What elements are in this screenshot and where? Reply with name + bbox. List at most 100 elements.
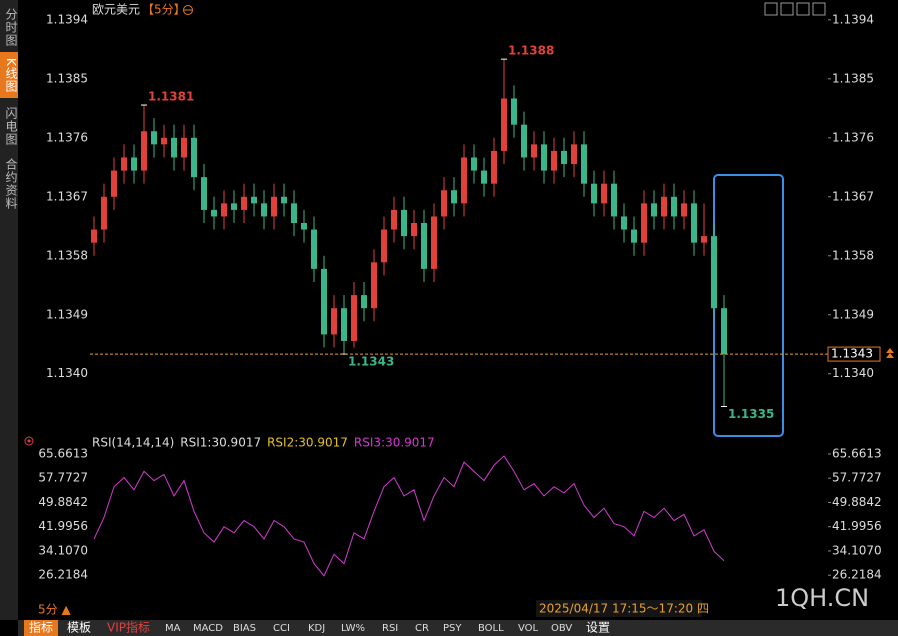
legend-entry: RSI1:30.9017 [180, 436, 261, 450]
button[interactable] [812, 2, 826, 16]
candle-body [91, 229, 97, 243]
candle-body [321, 268, 327, 335]
candle-body [191, 137, 197, 178]
candle-body [481, 170, 487, 184]
candle-body [631, 229, 637, 243]
toolbar-item[interactable]: PSY [443, 623, 462, 634]
time: 2025/04/17 17:15～17:20 四 [539, 602, 709, 616]
candle-body [691, 203, 697, 243]
button[interactable] [796, 2, 810, 16]
candle-body [141, 131, 147, 171]
toolbar-item[interactable]: 指标 [29, 620, 53, 635]
arrow [886, 348, 894, 358]
extreme-label: 1.1388 [508, 44, 554, 58]
watermark: 1QH.CN [775, 584, 869, 612]
candle-body [701, 236, 707, 243]
tab-active[interactable]: K线图 [0, 52, 18, 98]
candle-body [711, 236, 717, 309]
toolbar-item[interactable]: VIP指标 [107, 620, 150, 635]
button[interactable] [780, 2, 794, 16]
chart-title: 欧元美元 [92, 3, 140, 17]
y-tick-label: 1.1349 [46, 307, 88, 321]
tab[interactable]: 闪电图 [4, 106, 18, 146]
toolbar-item[interactable]: LW% [341, 623, 365, 634]
candle-body [651, 203, 657, 217]
y-tick-label: 1.1385 [46, 71, 88, 85]
candle-body [151, 131, 157, 145]
y-tick-label: 57.7727 [38, 471, 88, 485]
toolbar-item[interactable]: BOLL [478, 623, 504, 634]
y-tick-label: 1.1376 [46, 130, 88, 144]
period-select[interactable]: 5分 ▲ [38, 603, 71, 617]
tab[interactable]: 分时图 [4, 7, 18, 47]
toolbar-item[interactable]: 设置 [586, 621, 610, 635]
candle-body [401, 209, 407, 237]
candle-body [271, 196, 277, 217]
add-icon[interactable] [183, 5, 193, 15]
candle-body [341, 308, 347, 341]
y-tick-label: 1.1340 [832, 366, 874, 380]
toolbar-item[interactable]: VOL [518, 623, 539, 634]
candle-body [211, 209, 217, 217]
toolbar-item[interactable]: MA [165, 623, 181, 634]
y-tick-label: 1.1367 [46, 189, 88, 203]
candle-body [101, 196, 107, 230]
y-tick-label: 65.6613 [832, 446, 882, 460]
y-tick-label: 1.1376 [832, 130, 874, 144]
candle-body [581, 144, 587, 184]
toolbar-item[interactable]: 模板 [67, 621, 91, 635]
candle-body [571, 144, 577, 165]
candle-body [541, 144, 547, 171]
time-box [536, 600, 702, 617]
indicator-icon[interactable] [24, 436, 34, 446]
legend-entry: RSI3:30.9017 [354, 436, 435, 450]
candle-body [381, 229, 387, 263]
y-tick-label: 65.6613 [38, 446, 88, 460]
y-tick-label: 26.2184 [38, 568, 88, 582]
candle-body [721, 308, 727, 355]
candle-body [311, 229, 317, 269]
candle-body [171, 137, 177, 158]
y-tick-label: 1.1358 [46, 248, 88, 262]
y-tick-label: 34.1070 [832, 543, 882, 557]
y-tick-label: 34.1070 [38, 543, 88, 557]
toolbar-item[interactable]: KDJ [308, 623, 325, 634]
candle-body [391, 209, 397, 230]
toolbar [18, 620, 898, 636]
y-tick-label: 1.1385 [832, 71, 874, 85]
toolbar-item[interactable]: CR [415, 623, 429, 634]
y-tick-label: 41.9956 [832, 519, 882, 533]
candle-body [561, 150, 567, 165]
candle-body [591, 183, 597, 204]
candle-body [111, 170, 117, 197]
candle-body [241, 196, 247, 210]
sidebar: 分时图 K线图 闪电图 合约资料 [0, 0, 18, 620]
toolbar-item[interactable]: RSI [382, 623, 398, 634]
candle-body [451, 190, 457, 204]
candle-body [621, 216, 627, 230]
y-tick-label: 49.8842 [38, 495, 88, 509]
y-tick-label: 1.1349 [832, 307, 874, 321]
y-tick-label: 41.9956 [38, 519, 88, 533]
y-tick-label: 1.1394 [46, 12, 88, 26]
toolbar-item[interactable]: CCI [273, 623, 290, 634]
candle-body [431, 216, 437, 269]
y-tick-label: 1.1367 [832, 189, 874, 203]
toolbar-item[interactable]: MACD [193, 623, 223, 634]
button[interactable] [764, 2, 778, 16]
candle-body [281, 196, 287, 204]
legend-entry: RSI2:30.9017 [267, 436, 348, 450]
candle-body [471, 157, 477, 171]
toolbar-item[interactable]: OBV [551, 623, 572, 634]
indicator-icon [27, 439, 31, 443]
candle-body [461, 157, 467, 204]
candle-body [671, 196, 677, 217]
period: 【5分】 [142, 3, 186, 17]
candle-body [201, 177, 207, 210]
candle-body [301, 223, 307, 230]
toolbar-item[interactable]: BIAS [233, 623, 256, 634]
candle-body [361, 295, 367, 309]
tab[interactable]: 合约资料 [4, 158, 18, 210]
candle-body [511, 98, 517, 125]
